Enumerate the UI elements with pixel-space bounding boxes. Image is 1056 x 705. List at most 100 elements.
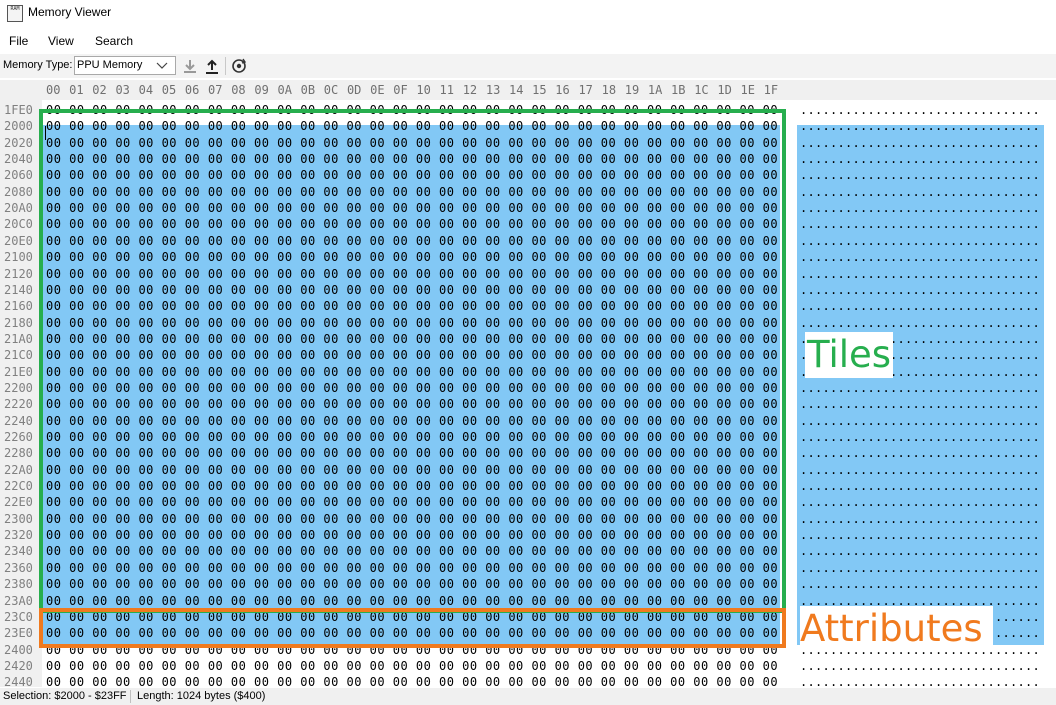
column-header-cell: 01 [69, 83, 84, 97]
hex-row[interactable]: 00 00 00 00 00 00 00 00 00 00 00 00 00 0… [46, 380, 779, 395]
hex-row[interactable]: 00 00 00 00 00 00 00 00 00 00 00 00 00 0… [46, 495, 779, 510]
hex-row[interactable]: 00 00 00 00 00 00 00 00 00 00 00 00 00 0… [46, 152, 779, 167]
column-header-cell: 07 [208, 83, 223, 97]
ascii-row[interactable]: ................................ [800, 299, 1040, 314]
memory-type-select[interactable]: PPU Memory [74, 56, 176, 75]
hex-row[interactable]: 00 00 00 00 00 00 00 00 00 00 00 00 00 0… [46, 331, 779, 346]
hex-row[interactable]: 00 00 00 00 00 00 00 00 00 00 00 00 00 0… [46, 511, 779, 526]
menu-search[interactable]: Search [95, 34, 134, 48]
hex-row[interactable]: 00 00 00 00 00 00 00 00 00 00 00 00 00 0… [46, 577, 779, 592]
column-header-cell: 1F [763, 83, 779, 97]
row-address: 1FE0 [4, 103, 33, 117]
row-address: 21C0 [4, 348, 33, 363]
hex-row[interactable]: 00 00 00 00 00 00 00 00 00 00 00 00 00 0… [46, 626, 779, 641]
hex-row[interactable]: 00 00 00 00 00 00 00 00 00 00 00 00 00 0… [46, 479, 779, 494]
hex-row[interactable]: 00 00 00 00 00 00 00 00 00 00 00 00 00 0… [46, 609, 779, 624]
hex-row[interactable]: 00 00 00 00 00 00 00 00 00 00 00 00 00 0… [46, 103, 779, 117]
hex-row[interactable]: 00 00 00 00 00 00 00 00 00 00 00 00 00 0… [46, 462, 779, 477]
hex-row[interactable]: 00 00 00 00 00 00 00 00 00 00 00 00 00 0… [46, 266, 779, 281]
ascii-row[interactable]: ................................ [800, 511, 1040, 526]
hex-row[interactable]: 00 00 00 00 00 00 00 00 00 00 00 00 00 0… [46, 364, 779, 379]
hex-row[interactable]: 00 00 00 00 00 00 00 00 00 00 00 00 00 0… [46, 135, 779, 150]
ascii-row[interactable]: ................................ [800, 315, 1040, 330]
ascii-row[interactable]: ................................ [800, 528, 1040, 543]
import-icon[interactable] [181, 57, 199, 75]
selection-highlight-ascii [797, 125, 1044, 645]
ascii-row[interactable]: ................................ [800, 135, 1040, 150]
hex-row[interactable]: 00 00 00 00 00 00 00 00 00 00 00 00 00 0… [46, 119, 779, 134]
hex-row[interactable]: 00 00 00 00 00 00 00 00 00 00 00 00 00 0… [46, 658, 779, 673]
hex-row[interactable]: 00 00 00 00 00 00 00 00 00 00 00 00 00 0… [46, 593, 779, 608]
ascii-row[interactable]: ................................ [800, 479, 1040, 494]
ascii-row[interactable]: ................................ [800, 250, 1040, 265]
ascii-row[interactable]: ................................ [800, 593, 1040, 608]
memory-type-value: PPU Memory [77, 59, 143, 71]
refresh-icon[interactable] [230, 57, 248, 75]
hex-row[interactable]: 00 00 00 00 00 00 00 00 00 00 00 00 00 0… [46, 282, 779, 297]
hex-row[interactable]: 00 00 00 00 00 00 00 00 00 00 00 00 00 0… [46, 560, 779, 575]
column-header-cell: 0A [277, 83, 292, 97]
ascii-row[interactable]: ................................ [800, 658, 1040, 673]
hex-row[interactable]: 00 00 00 00 00 00 00 00 00 00 00 00 00 0… [46, 168, 779, 183]
row-address: 2180 [4, 315, 33, 330]
hex-row[interactable]: 00 00 00 00 00 00 00 00 00 00 00 00 00 0… [46, 201, 779, 216]
ascii-row[interactable]: ................................ [800, 233, 1040, 248]
ascii-row[interactable]: ................................ [800, 560, 1040, 575]
hex-row[interactable]: 00 00 00 00 00 00 00 00 00 00 00 00 00 0… [46, 315, 779, 330]
row-address: 2120 [4, 266, 33, 281]
hex-row[interactable]: 00 00 00 00 00 00 00 00 00 00 00 00 00 0… [46, 217, 779, 232]
hex-row[interactable]: 00 00 00 00 00 00 00 00 00 00 00 00 00 0… [46, 430, 779, 444]
hex-view[interactable]: 00 01 02 03 04 05 06 07 08 09 0A 0B 0C 0D 0E 0F 10 11 12 13… [0, 80, 1056, 687]
column-header-cell: 12 [462, 83, 478, 97]
hex-row[interactable]: 00 00 00 00 00 00 00 00 00 00 00 00 00 0… [46, 184, 779, 199]
ascii-row[interactable]: ................................ [800, 446, 1040, 461]
ascii-row[interactable]: ................................ [800, 430, 1040, 444]
hex-row[interactable]: 00 00 00 00 00 00 00 00 00 00 00 00 00 0… [46, 397, 779, 412]
ascii-row[interactable]: ................................ [800, 266, 1040, 281]
menu-file[interactable]: File [9, 34, 29, 48]
row-address: 23E0 [4, 626, 33, 641]
hex-row[interactable]: 00 00 00 00 00 00 00 00 00 00 00 00 00 0… [46, 233, 779, 248]
hex-row[interactable]: 00 00 00 00 00 00 00 00 00 00 00 00 00 0… [46, 250, 779, 265]
ascii-row[interactable]: ................................ [800, 380, 1040, 395]
text-cursor [45, 126, 46, 140]
ascii-row[interactable]: ................................ [800, 119, 1040, 134]
hex-row[interactable]: 00 00 00 00 00 00 00 00 00 00 00 00 00 0… [46, 528, 779, 543]
ascii-row[interactable]: ................................ [800, 201, 1040, 216]
row-address: 2260 [4, 430, 33, 444]
column-header-cell: 0F [393, 83, 408, 97]
ascii-row[interactable]: ................................ [800, 495, 1040, 510]
ascii-row[interactable]: ................................ [800, 397, 1040, 412]
column-header-cell: 1A [647, 83, 663, 97]
menu-view[interactable]: View [48, 34, 74, 48]
row-address: 2160 [4, 299, 33, 314]
ascii-row[interactable]: ................................ [800, 577, 1040, 592]
ascii-row[interactable]: ................................ [800, 462, 1040, 477]
ascii-row[interactable]: ................................ [800, 152, 1040, 167]
toolbar-separator [225, 57, 226, 75]
attributes-region-outline [39, 608, 786, 648]
column-header-cell: 03 [115, 83, 130, 97]
ascii-row[interactable]: ................................ [800, 184, 1040, 199]
ascii-row[interactable]: ................................ [800, 413, 1040, 428]
row-address: 2220 [4, 397, 33, 412]
hex-row[interactable]: 00 00 00 00 00 00 00 00 00 00 00 00 00 0… [46, 299, 779, 314]
column-header-cell: 16 [555, 83, 570, 97]
hex-row[interactable]: 00 00 00 00 00 00 00 00 00 00 00 00 00 0… [46, 348, 779, 363]
ascii-row[interactable]: ................................ [800, 103, 1040, 117]
row-address: 2320 [4, 528, 33, 543]
hex-row[interactable]: 00 00 00 00 00 00 00 00 00 00 00 00 00 0… [46, 413, 779, 428]
hex-row[interactable]: 00 00 00 00 00 00 00 00 00 00 00 00 00 0… [46, 675, 779, 687]
hex-row[interactable]: 00 00 00 00 00 00 00 00 00 00 00 00 00 0… [46, 446, 779, 461]
ascii-row[interactable]: ................................ [800, 282, 1040, 297]
ascii-row[interactable]: ................................ [800, 217, 1040, 232]
column-header-cell: 0D [346, 83, 362, 97]
ascii-row[interactable]: ................................ [800, 544, 1040, 559]
ascii-row[interactable]: ................................ [800, 168, 1040, 183]
column-header: 00 01 02 03 04 05 06 07 08 09 0A 0B 0C 0D 0E 0F 10 11 12 13… [0, 80, 1056, 100]
app-icon: RAM [7, 5, 23, 22]
ascii-row[interactable]: ................................ [800, 675, 1040, 687]
row-address: 2240 [4, 413, 33, 428]
hex-row[interactable]: 00 00 00 00 00 00 00 00 00 00 00 00 00 0… [46, 544, 779, 559]
export-icon[interactable] [203, 57, 221, 75]
